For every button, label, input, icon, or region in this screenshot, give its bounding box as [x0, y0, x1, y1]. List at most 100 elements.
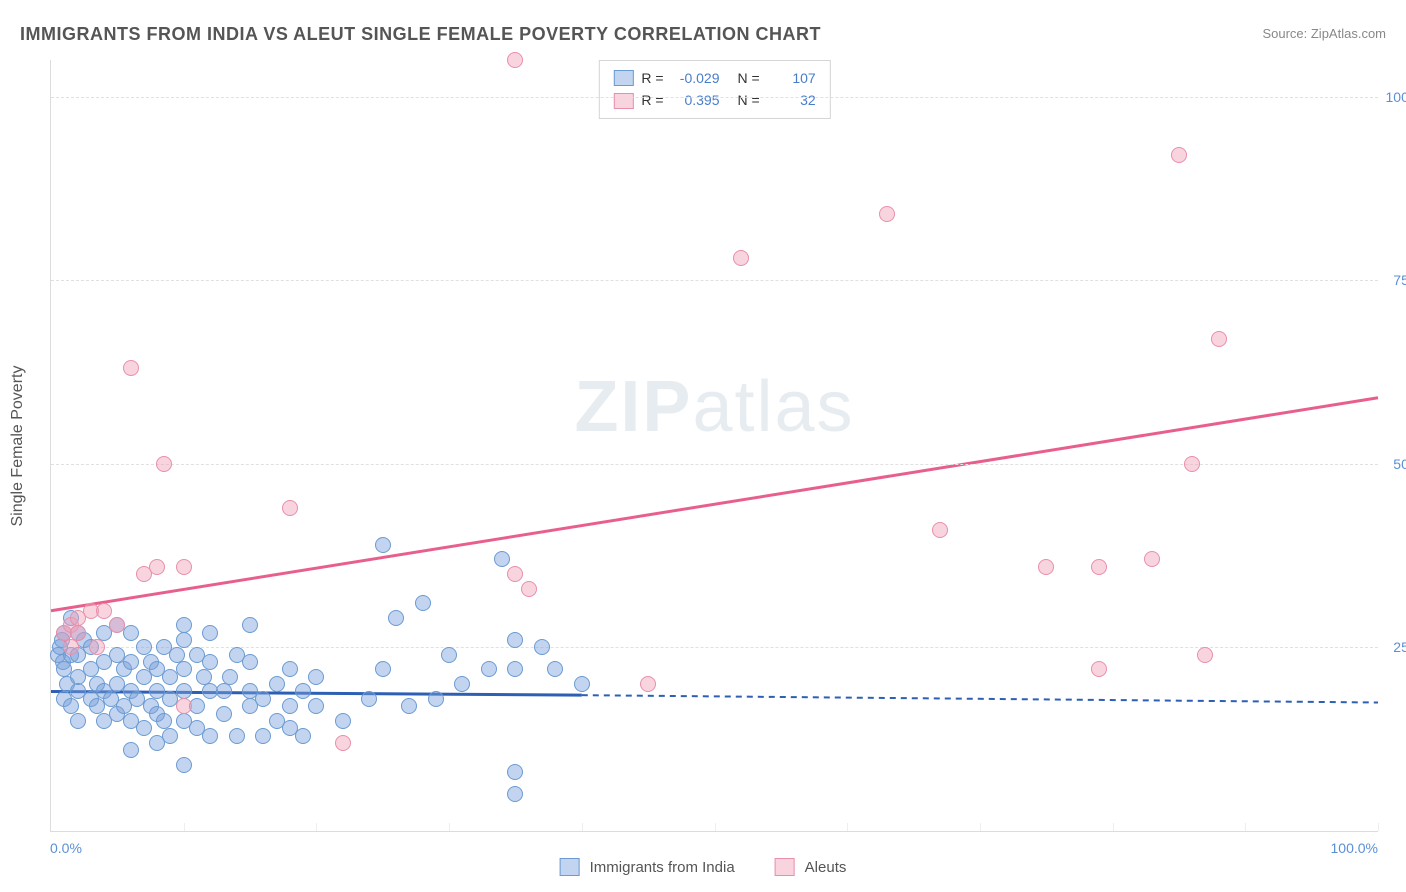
data-point	[70, 713, 86, 729]
data-point	[222, 669, 238, 685]
x-tick	[449, 823, 450, 831]
data-point	[388, 610, 404, 626]
data-point	[1038, 559, 1054, 575]
data-point	[255, 728, 271, 744]
data-point	[521, 581, 537, 597]
data-point	[1184, 456, 1200, 472]
y-axis-title: Single Female Poverty	[9, 366, 27, 527]
data-point	[156, 456, 172, 472]
data-point	[335, 735, 351, 751]
data-point	[282, 661, 298, 677]
legend-label: Immigrants from India	[590, 859, 735, 876]
data-point	[507, 632, 523, 648]
chart-title: IMMIGRANTS FROM INDIA VS ALEUT SINGLE FE…	[20, 24, 821, 45]
data-point	[123, 654, 139, 670]
data-point	[507, 566, 523, 582]
data-point	[375, 661, 391, 677]
regression-line-extrapolated	[582, 695, 1378, 702]
data-point	[879, 206, 895, 222]
data-point	[96, 603, 112, 619]
r-value: 0.395	[672, 89, 720, 111]
x-tick	[184, 823, 185, 831]
source-attribution: Source: ZipAtlas.com	[1262, 26, 1386, 41]
data-point	[441, 647, 457, 663]
data-point	[176, 632, 192, 648]
x-tick-min: 0.0%	[50, 840, 82, 856]
legend-swatch	[775, 858, 795, 876]
data-point	[1144, 551, 1160, 567]
regression-lines	[51, 60, 1378, 831]
x-tick-max: 100.0%	[1331, 840, 1378, 856]
watermark-light: atlas	[692, 367, 854, 447]
data-point	[547, 661, 563, 677]
watermark: ZIPatlas	[574, 366, 854, 448]
data-point	[176, 617, 192, 633]
data-point	[308, 698, 324, 714]
data-point	[335, 713, 351, 729]
data-point	[574, 676, 590, 692]
x-tick	[582, 823, 583, 831]
data-point	[454, 676, 470, 692]
x-tick	[980, 823, 981, 831]
data-point	[361, 691, 377, 707]
data-point	[216, 706, 232, 722]
data-point	[162, 728, 178, 744]
data-point	[1211, 331, 1227, 347]
data-point	[428, 691, 444, 707]
data-point	[640, 676, 656, 692]
data-point	[70, 625, 86, 641]
data-point	[295, 683, 311, 699]
data-point	[123, 360, 139, 376]
data-point	[136, 639, 152, 655]
data-point	[176, 661, 192, 677]
data-point	[1091, 559, 1107, 575]
x-tick	[715, 823, 716, 831]
data-point	[156, 713, 172, 729]
data-point	[932, 522, 948, 538]
data-point	[136, 720, 152, 736]
data-point	[169, 647, 185, 663]
data-point	[1197, 647, 1213, 663]
data-point	[733, 250, 749, 266]
x-tick	[1245, 823, 1246, 831]
data-point	[507, 786, 523, 802]
data-point	[63, 639, 79, 655]
stats-legend-row: R =0.395N =32	[613, 89, 815, 111]
n-value: 107	[768, 67, 816, 89]
data-point	[202, 728, 218, 744]
series-legend: Immigrants from India Aleuts	[560, 858, 847, 876]
data-point	[242, 617, 258, 633]
data-point	[507, 661, 523, 677]
data-point	[1091, 661, 1107, 677]
legend-item: Aleuts	[775, 858, 847, 876]
data-point	[176, 757, 192, 773]
y-tick-label: 25.0%	[1383, 639, 1406, 655]
data-point	[176, 698, 192, 714]
data-point	[176, 559, 192, 575]
stats-legend: R =-0.029N =107R =0.395N =32	[598, 60, 830, 119]
data-point	[269, 676, 285, 692]
legend-item: Immigrants from India	[560, 858, 735, 876]
data-point	[494, 551, 510, 567]
data-point	[282, 500, 298, 516]
data-point	[63, 698, 79, 714]
y-tick-label: 75.0%	[1383, 272, 1406, 288]
legend-swatch	[560, 858, 580, 876]
y-tick-label: 100.0%	[1383, 89, 1406, 105]
stats-legend-row: R =-0.029N =107	[613, 67, 815, 89]
data-point	[481, 661, 497, 677]
watermark-bold: ZIP	[574, 367, 692, 447]
data-point	[229, 728, 245, 744]
data-point	[202, 625, 218, 641]
data-point	[202, 654, 218, 670]
gridline-h	[51, 464, 1378, 465]
r-value: -0.029	[672, 67, 720, 89]
data-point	[507, 764, 523, 780]
data-point	[401, 698, 417, 714]
data-point	[282, 698, 298, 714]
legend-swatch	[613, 70, 633, 86]
data-point	[176, 683, 192, 699]
regression-line	[51, 398, 1378, 611]
y-tick-label: 50.0%	[1383, 456, 1406, 472]
legend-label: Aleuts	[805, 859, 847, 876]
